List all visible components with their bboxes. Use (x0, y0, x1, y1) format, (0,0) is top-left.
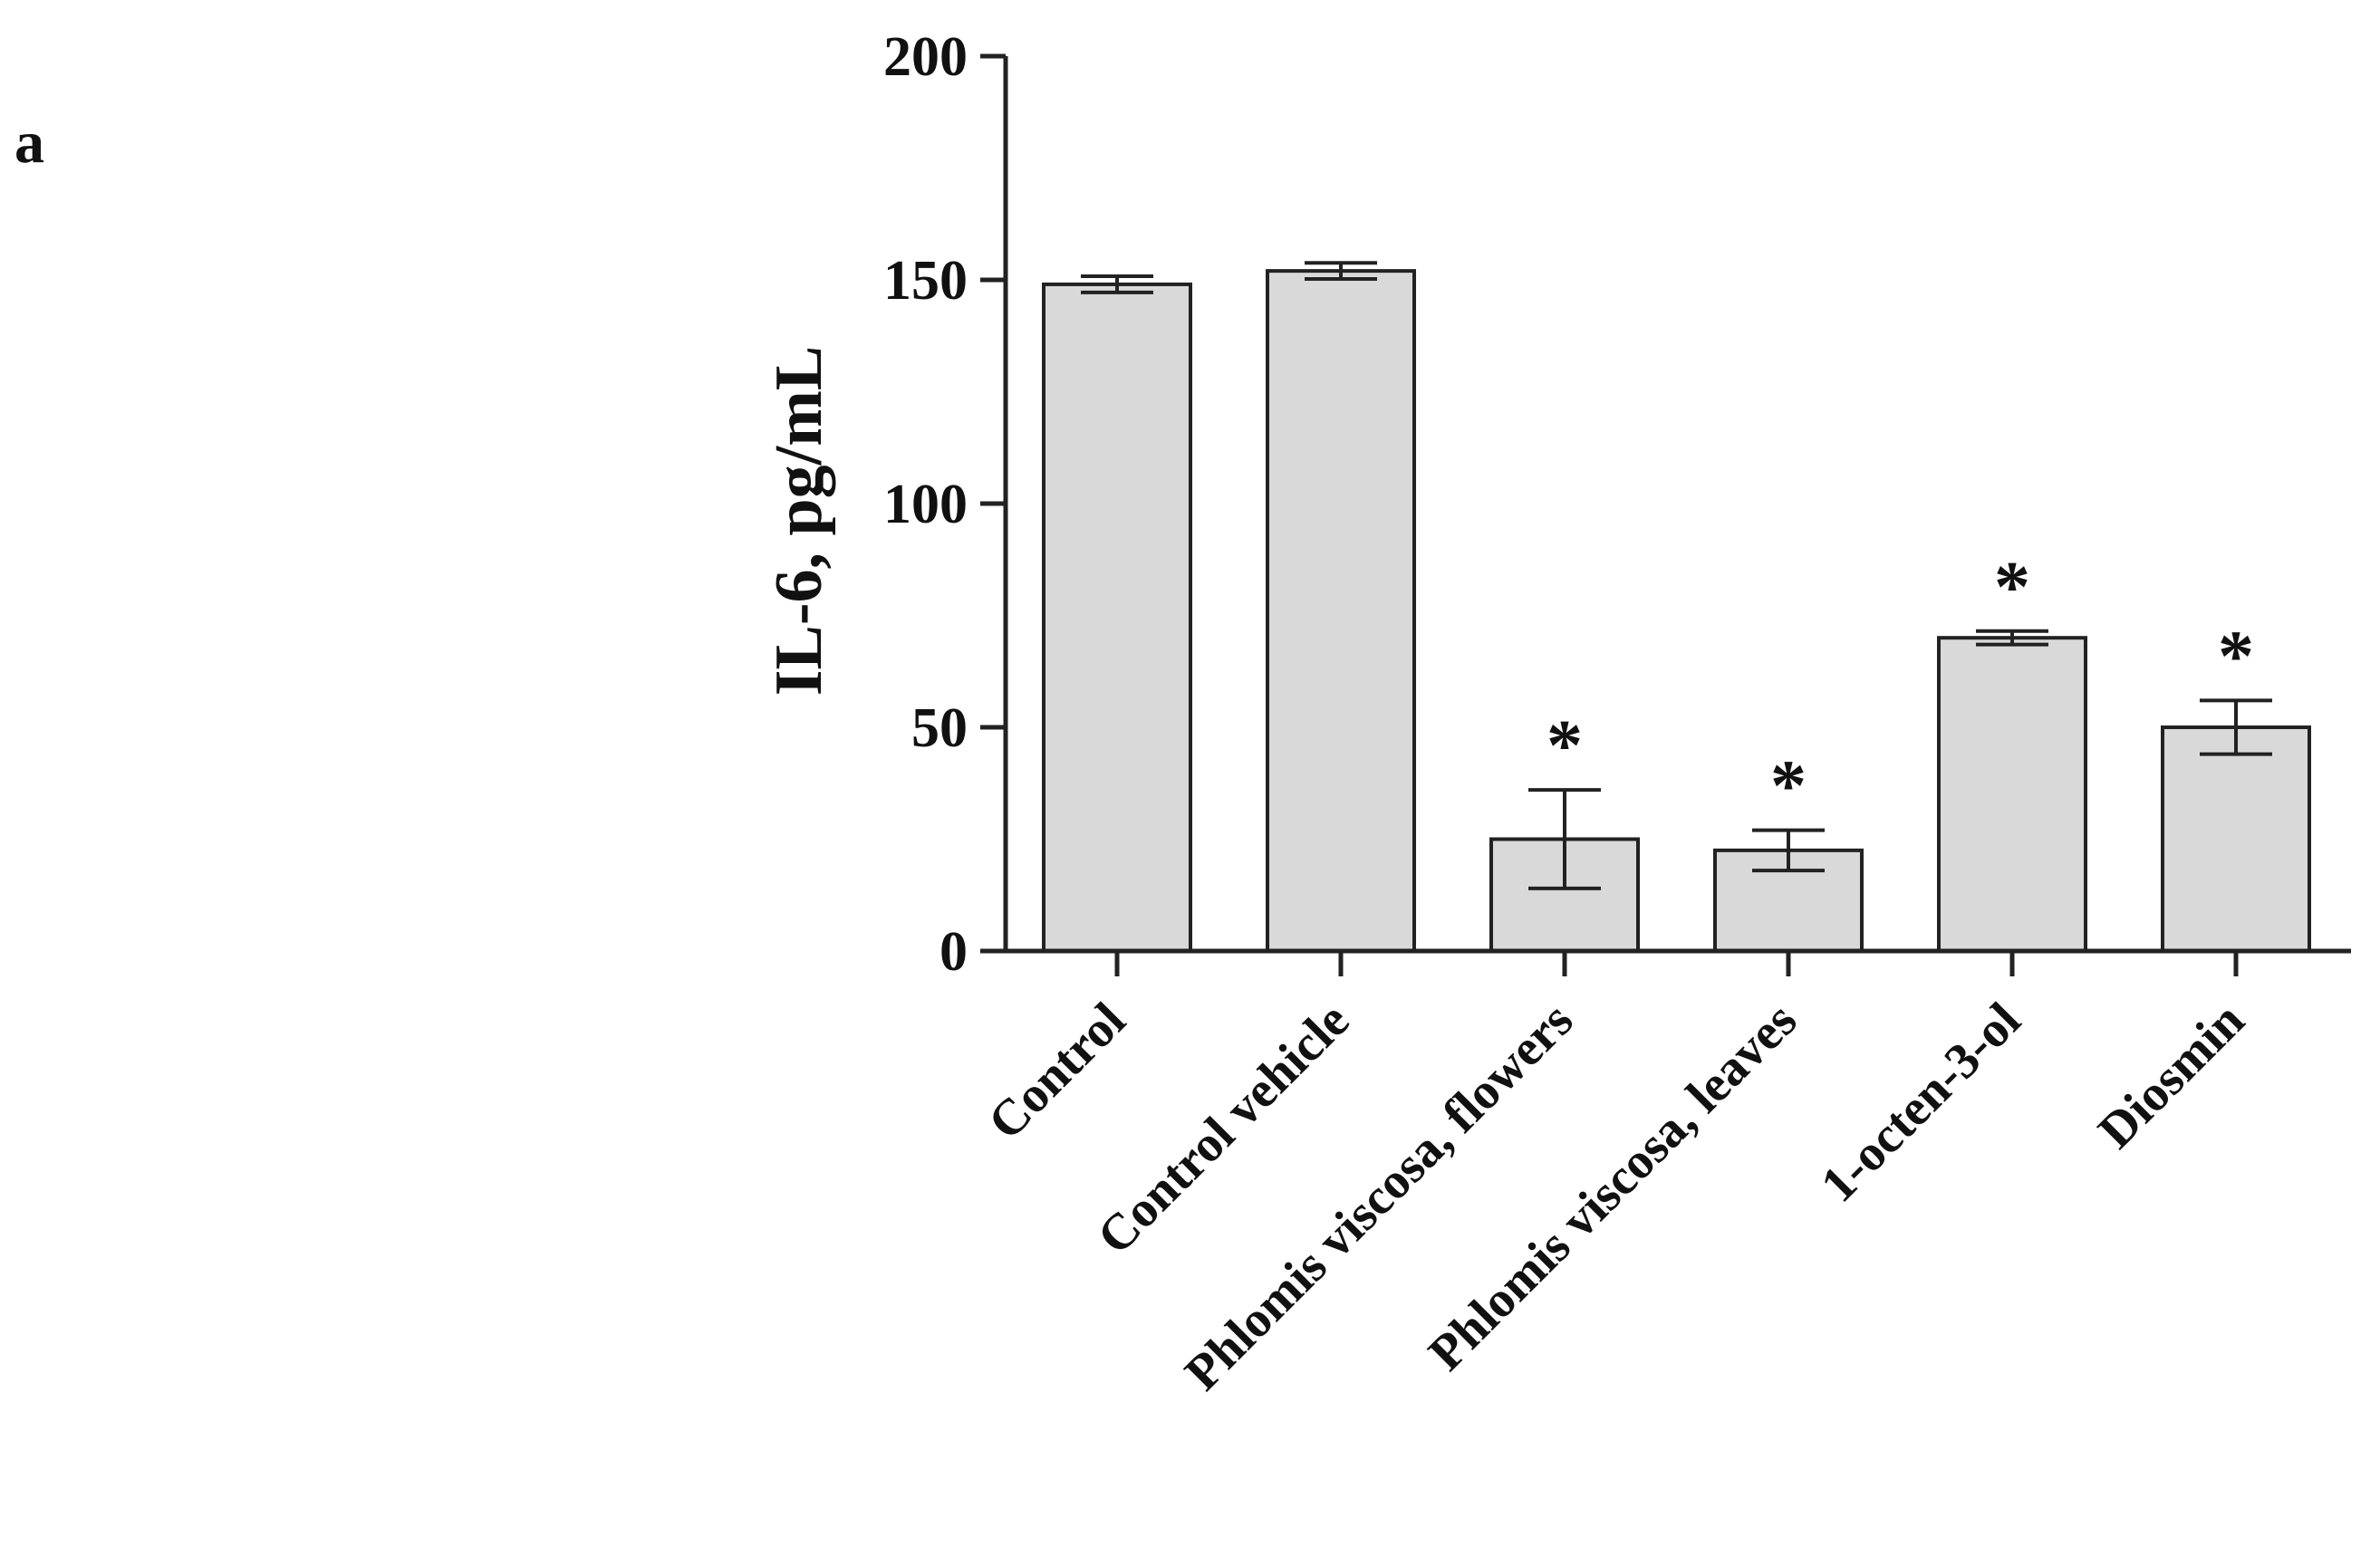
bar (1937, 636, 2087, 953)
bar (2161, 725, 2311, 953)
significance-marker: * (1770, 747, 1807, 827)
bar (1042, 282, 1192, 953)
y-tick-label: 0 (939, 921, 968, 983)
bar (1266, 269, 1416, 953)
y-tick-label: 200 (883, 26, 968, 88)
y-axis: 0 50 100 150 200 (883, 26, 1008, 983)
x-tick-label: Diosmin (2088, 992, 2256, 1159)
significance-marker: * (2218, 617, 2254, 697)
y-tick-label: 50 (911, 697, 968, 759)
significance-marker: * (1994, 548, 2030, 628)
y-tick-label: 100 (883, 474, 968, 535)
panel-label: a (14, 110, 44, 176)
y-tick-label: 150 (883, 250, 968, 312)
y-axis-label: IL-6, pg/mL (762, 346, 836, 697)
x-tick-label: 1-octen-3-ol (1810, 992, 2031, 1213)
x-tick-label: Phlomis viscosa, leaves (1418, 992, 1807, 1381)
significance-marker: * (1547, 706, 1583, 786)
bars: * * * * (1042, 261, 2311, 953)
x-tick-label: Control (978, 992, 1136, 1150)
x-tick-label: Phlomis viscosa, flowers (1174, 992, 1584, 1401)
